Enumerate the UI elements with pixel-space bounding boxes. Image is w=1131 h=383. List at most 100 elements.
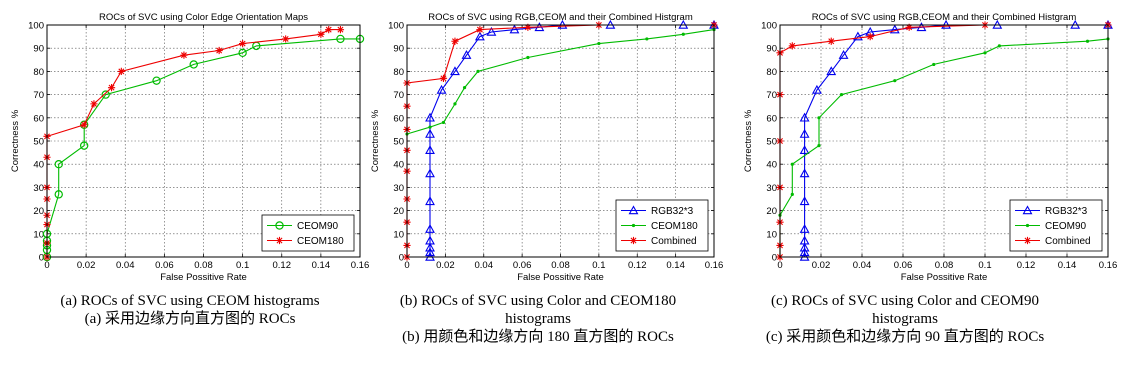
data-point: [889, 24, 900, 34]
y-tick-label: 10: [766, 229, 777, 240]
y-tick-label: 90: [393, 44, 404, 55]
x-tick-label: 0.02: [436, 260, 455, 271]
data-point: [152, 76, 161, 85]
data-point: [476, 69, 480, 73]
legend-marker: [629, 236, 638, 245]
data-point: [239, 39, 247, 48]
y-tick-label: 40: [393, 160, 404, 171]
data-point: [866, 33, 874, 41]
data-point: [524, 23, 532, 31]
x-tick-label: 0.06: [513, 260, 532, 271]
legend: CEOM90 CEOM180: [261, 214, 355, 252]
x-tick-label: 0.14: [1058, 260, 1077, 271]
y-tick-label: 80: [33, 67, 44, 78]
data-point: [645, 37, 649, 41]
x-tick-label: 0.06: [894, 260, 913, 271]
y-tick-label: 100: [28, 21, 44, 32]
data-point: [838, 50, 849, 59]
x-tick-label: 0.04: [853, 260, 872, 271]
y-tick-label: 10: [393, 229, 404, 240]
data-point: [79, 141, 89, 150]
x-tick-label: 0: [404, 260, 409, 271]
legend-label: Combined: [651, 236, 697, 247]
y-tick-label: 60: [33, 113, 44, 124]
x-tick-label: 0.08: [551, 260, 570, 271]
data-point: [439, 74, 448, 82]
data-point: [790, 162, 794, 166]
data-point: [476, 26, 484, 34]
x-tick-label: 0.16: [351, 260, 370, 271]
data-point: [826, 66, 837, 76]
data-point: [799, 196, 810, 206]
y-tick-label: 90: [766, 44, 777, 55]
legend-label: CEOM90: [1045, 221, 1087, 232]
axes-frame: [46, 24, 361, 258]
chart-title: ROCs of SVC using RGB,CEOM and their Com…: [428, 12, 693, 23]
data-point: [817, 144, 821, 148]
y-tick-label: 80: [393, 67, 404, 78]
x-tick-label: 0.16: [705, 260, 724, 271]
caption-b-en: (b) ROCs of SVC using Color and CEOM180 …: [399, 293, 677, 327]
legend-marker: [1025, 223, 1030, 228]
x-tick-label: 0.02: [77, 260, 96, 271]
chart-title: ROCs of SVC using Color Edge Orientation…: [99, 12, 308, 23]
data-point: [799, 128, 810, 138]
legend-marker: [1022, 205, 1033, 215]
y-tick-label: 50: [766, 137, 777, 148]
x-tick-label: 0.02: [812, 260, 831, 271]
data-point: [526, 55, 530, 60]
data-point: [790, 192, 794, 196]
legend-marker: [275, 236, 284, 245]
x-tick-label: 0: [777, 260, 782, 271]
data-point: [453, 102, 457, 106]
data-point: [905, 23, 913, 31]
data-point: [215, 46, 223, 55]
data-point: [799, 145, 810, 155]
data-point: [54, 190, 63, 199]
y-axis-label: Correctness %: [10, 109, 21, 172]
y-axis-label: Correctness %: [743, 109, 754, 172]
y-tick-label: 60: [393, 113, 404, 124]
legend-marker: [628, 205, 639, 215]
legend-label: CEOM180: [297, 236, 344, 247]
data-point: [799, 224, 810, 233]
data-point: [799, 247, 810, 257]
x-tick-label: 0.14: [312, 260, 331, 271]
data-point: [597, 41, 601, 46]
data-point: [788, 42, 796, 50]
y-tick-label: 0: [772, 253, 777, 264]
data-point: [893, 79, 897, 83]
y-tick-label: 60: [766, 113, 777, 124]
x-axis-label: False Possitive Rate: [901, 272, 988, 283]
chart-1: 0 0.02 0.04 0.06 0.08 0.1 0.12 0.14 0.16 0 10 20 30 4…: [370, 12, 723, 283]
y-tick-label: 100: [388, 21, 404, 32]
chart-2: 0 0.02 0.04 0.06 0.08 0.1 0.12 0.14 0.16 0 10 20 30 4…: [743, 12, 1117, 283]
y-axis-label: Correctness %: [370, 109, 381, 172]
data-point: [428, 125, 432, 129]
caption-c-zh: (c) 采用颜色和边缘方向 90 直方图的 ROCs: [765, 329, 1045, 345]
y-tick-label: 40: [33, 160, 44, 171]
legend-label: CEOM90: [297, 221, 339, 232]
data-point: [811, 84, 822, 94]
legend-marker: [631, 223, 636, 228]
data-point: [425, 224, 435, 233]
y-tick-label: 100: [761, 21, 777, 32]
x-tick-label: 0.12: [273, 260, 292, 271]
caption-a-en: (a) ROCs of SVC using CEOM histograms: [60, 293, 320, 309]
caption-a-zh: (a) 采用边缘方向直方图的 ROCs: [84, 311, 296, 327]
y-tick-label: 70: [766, 90, 777, 101]
x-tick-label: 0.04: [116, 260, 135, 271]
x-tick-label: 0.06: [155, 260, 174, 271]
data-point: [282, 35, 290, 43]
y-tick-label: 10: [33, 229, 44, 240]
data-point: [425, 112, 435, 122]
y-tick-label: 30: [33, 183, 44, 194]
y-tick-label: 20: [766, 206, 777, 217]
legend-box: [261, 214, 355, 252]
data-point: [509, 24, 520, 34]
x-tick-label: 0.08: [194, 260, 213, 271]
data-point: [325, 26, 333, 34]
data-point: [474, 31, 485, 41]
data-point: [238, 48, 247, 58]
y-tick-label: 0: [39, 253, 44, 264]
